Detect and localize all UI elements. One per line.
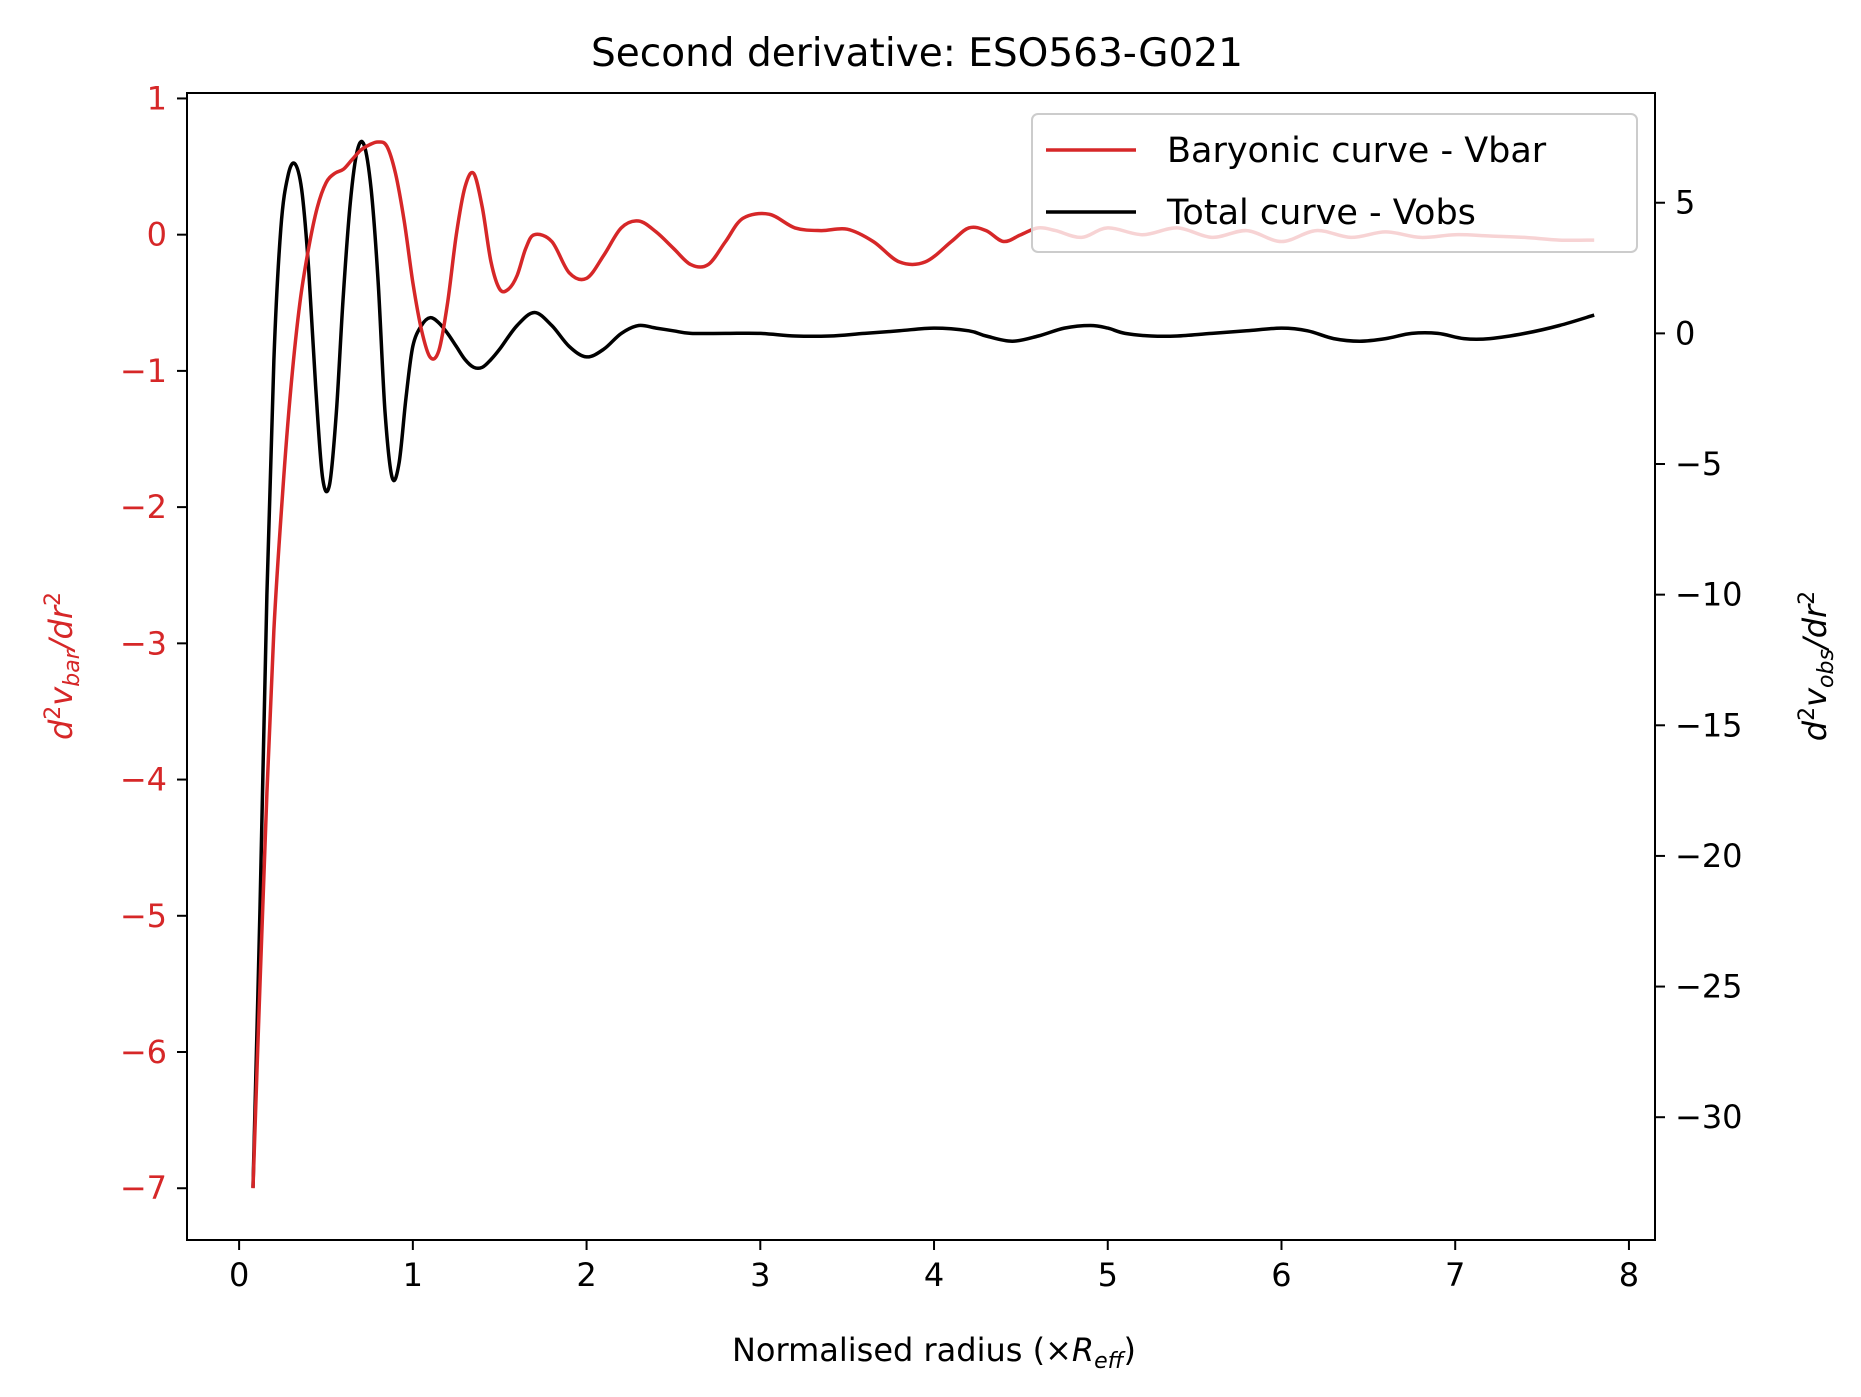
- right-y-tick-label: −15: [1675, 706, 1743, 744]
- legend-box: [1031, 113, 1638, 253]
- x-tick-label: 0: [229, 1256, 249, 1294]
- right-y-tick-label: −10: [1675, 576, 1743, 614]
- x-tick-label: 7: [1445, 1256, 1465, 1294]
- left-y-label-sub: bar: [60, 648, 85, 686]
- left-y-tick-label: −5: [120, 897, 167, 935]
- left-y-label-d: d: [42, 719, 80, 740]
- right-y-label-sup2: 2: [1795, 591, 1820, 605]
- left-y-label-v: v: [42, 686, 80, 706]
- right-y-tick-label: −5: [1675, 445, 1722, 483]
- x-tick-label: 8: [1619, 1256, 1639, 1294]
- legend: Baryonic curve - Vbar Total curve - Vobs: [1031, 113, 1638, 253]
- x-axis-label-suffix: ): [1124, 1331, 1136, 1369]
- left-y-label-sup2: 2: [41, 592, 66, 606]
- x-axis-label-symbol: R: [1072, 1331, 1094, 1369]
- series-line-vobs: [251, 139, 1595, 1188]
- x-tick-label: 3: [750, 1256, 770, 1294]
- x-tick-label: 1: [403, 1256, 423, 1294]
- left-y-label-dr: /dr: [42, 604, 80, 653]
- left-y-label-sup: 2: [41, 706, 66, 720]
- right-y-tick-label: −30: [1675, 1098, 1743, 1136]
- x-tick-label: 5: [1098, 1256, 1118, 1294]
- left-y-tick-label: −1: [120, 352, 167, 390]
- legend-label-vobs: Total curve - Vobs: [1166, 193, 1476, 233]
- left-y-axis-label: d2vbar/dr2: [41, 592, 85, 740]
- right-y-axis-label: d2vobs/dr2: [1795, 591, 1839, 741]
- left-y-tick-label: −2: [120, 488, 167, 526]
- right-y-tick-label: −20: [1675, 837, 1743, 875]
- chart-title: Second derivative: ESO563-G021: [591, 31, 1243, 76]
- left-y-tick-label: 0: [147, 216, 167, 254]
- left-y-tick-label: −6: [120, 1033, 167, 1071]
- left-y-axis-ticks: 1 0 −1 −2 −3 −4 −5 −6 −7: [120, 79, 187, 1207]
- right-y-axis-ticks: 5 0 −5 −10 −15 −20 −25 −30: [1655, 184, 1743, 1136]
- left-y-tick-label: −7: [120, 1169, 167, 1207]
- plot-frame: [186, 92, 1656, 1241]
- right-y-label-dr: /dr: [1796, 603, 1834, 652]
- left-y-tick-label: 1: [147, 79, 167, 117]
- x-axis-label: Normalised radius (×Reff): [732, 1331, 1136, 1374]
- x-axis-label-prefix: Normalised radius (×: [732, 1331, 1072, 1369]
- x-tick-label: 4: [924, 1256, 944, 1294]
- right-y-label-d: d: [1796, 720, 1834, 741]
- x-axis-ticks: 0 1 2 3 4 5 6 7 8: [229, 1240, 1639, 1294]
- right-y-tick-label: 5: [1675, 184, 1695, 222]
- right-y-label-sub: obs: [1814, 649, 1839, 688]
- x-axis-label-subscript: eff: [1094, 1349, 1126, 1374]
- right-y-label-sup: 2: [1795, 707, 1820, 721]
- right-y-label-v: v: [1796, 687, 1834, 707]
- right-y-tick-label: −25: [1675, 968, 1743, 1006]
- left-y-tick-label: −4: [120, 761, 167, 799]
- left-y-tick-label: −3: [120, 624, 167, 662]
- legend-label-vbar: Baryonic curve - Vbar: [1167, 131, 1547, 171]
- x-tick-label: 2: [576, 1256, 596, 1294]
- x-tick-label: 6: [1271, 1256, 1291, 1294]
- right-y-tick-label: 0: [1675, 314, 1695, 352]
